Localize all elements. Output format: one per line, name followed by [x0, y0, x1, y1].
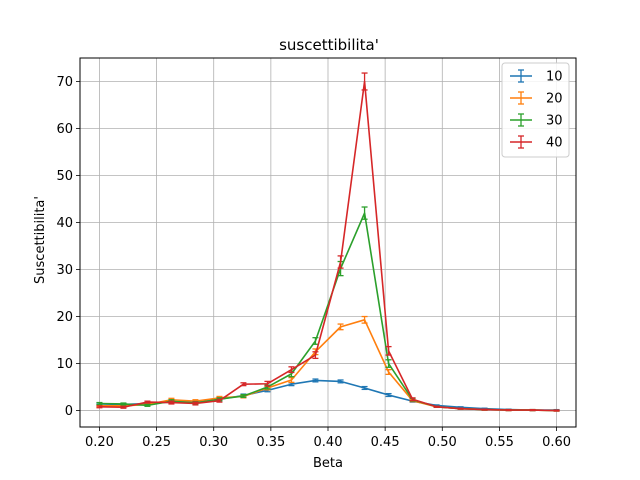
errorbar-40-10: [337, 255, 344, 269]
errorbar-30-6: [240, 393, 247, 399]
x-tick-label-0: 0.20: [85, 435, 114, 450]
errorbar-40-5: [216, 398, 223, 403]
legend-item-20: 20: [510, 91, 563, 107]
legend-box: [501, 62, 570, 158]
y-axis-ticks: 0 10 20 30 40 50 60 70: [56, 75, 80, 419]
errorbar-40-2: [144, 400, 151, 404]
errorbar-40-3: [168, 400, 175, 405]
errorbar-30-12: [385, 359, 392, 368]
legend-label-20: 20: [546, 92, 563, 107]
errorbar-30-9: [312, 337, 319, 345]
y-tick-label-4: 40: [56, 216, 73, 231]
legend-label-40: 40: [546, 136, 563, 151]
errorbar-10-12: [385, 392, 392, 398]
x-tick-label-8: 0.60: [542, 435, 571, 450]
y-tick-label-7: 70: [56, 75, 73, 90]
errorbar-30-1: [120, 402, 127, 406]
errorbar-40-4: [192, 401, 199, 406]
errorbar-20-8: [288, 376, 295, 383]
errorbar-10-9: [312, 378, 319, 383]
legend-label-10: 10: [546, 70, 563, 85]
legend-label-30: 30: [546, 114, 563, 129]
errorbar-30-0: [96, 401, 103, 406]
errorbar-40-11: [361, 72, 368, 91]
legend-item-40: 40: [510, 135, 563, 151]
errorbar-20-10: [337, 323, 344, 331]
y-tick-label-0: 0: [65, 404, 73, 419]
x-tick-label-3: 0.35: [256, 435, 285, 450]
errorbar-40-16: [481, 408, 488, 411]
errorbar-10-11: [361, 385, 368, 391]
errorbar-20-11: [361, 315, 368, 324]
legend-item-30: 30: [510, 113, 563, 129]
chart-title: suscettibilita': [279, 36, 379, 54]
errorbar-10-10: [337, 379, 344, 384]
errorbar-30-11: [361, 206, 368, 220]
errorbar-40-13: [409, 397, 416, 402]
x-tick-label-6: 0.50: [428, 435, 457, 450]
x-tick-label-4: 0.40: [314, 435, 343, 450]
errorbar-40-14: [433, 405, 440, 408]
x-tick-label-2: 0.30: [199, 435, 228, 450]
errorbar-40-19: [553, 409, 560, 412]
series-40: [96, 72, 560, 412]
x-tick-label-7: 0.55: [485, 435, 514, 450]
errorbar-40-7: [264, 380, 271, 387]
legend-item-10: 10: [510, 69, 563, 85]
series-layer: [96, 72, 560, 412]
errorbar-40-12: [385, 345, 392, 356]
x-tick-label-5: 0.45: [371, 435, 400, 450]
errorbar-40-17: [505, 408, 512, 412]
y-tick-label-6: 60: [56, 122, 73, 137]
errorbar-20-12: [385, 369, 392, 376]
x-axis-ticks: 0.20 0.25 0.30 0.35 0.40 0.45 0.50 0.55 0.60: [85, 427, 571, 450]
y-tick-label-1: 10: [56, 357, 73, 372]
y-tick-label-5: 50: [56, 169, 73, 184]
errorbar-40-9: [312, 351, 319, 360]
errorbar-30-2: [144, 403, 151, 407]
x-axis-label: Beta: [313, 456, 343, 471]
y-tick-label-3: 30: [56, 263, 73, 278]
y-tick-label-2: 20: [56, 310, 73, 325]
legend: 10 20 30 40: [501, 62, 570, 158]
errorbar-40-15: [457, 407, 464, 410]
series-line-40: [99, 80, 557, 412]
errorbar-40-18: [529, 408, 536, 412]
x-tick-label-1: 0.25: [142, 435, 171, 450]
y-axis-label: Suscettibilita': [33, 196, 48, 284]
errorbar-40-1: [120, 405, 127, 409]
errorbar-40-0: [96, 405, 103, 409]
errorbar-40-6: [240, 382, 247, 387]
errorbar-40-8: [288, 366, 295, 374]
